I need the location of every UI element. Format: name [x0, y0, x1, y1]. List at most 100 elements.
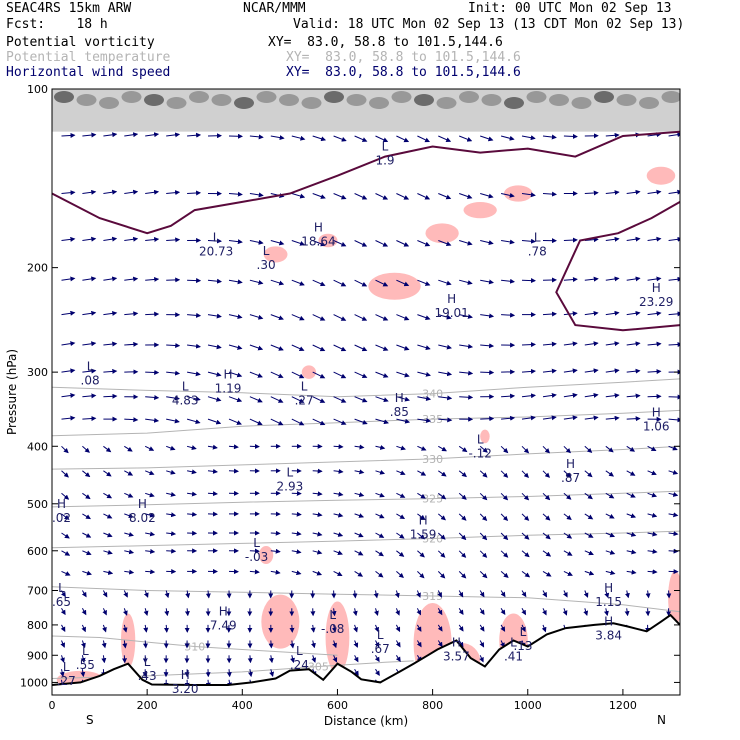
- wind-vector: [605, 470, 615, 477]
- wind-vector: [249, 314, 264, 320]
- wind-vector: [333, 512, 344, 518]
- wind-vector: [375, 279, 389, 287]
- wind-vector: [438, 470, 447, 477]
- wind-vector: [438, 344, 452, 350]
- wind-vector: [374, 640, 380, 648]
- wind-vector: [81, 640, 86, 649]
- wind-vector: [122, 608, 128, 616]
- wind-vector: [332, 640, 337, 649]
- wind-vector: [480, 240, 494, 246]
- extremum-value: .13: [513, 639, 532, 653]
- init-time: Init: 00 UTC Mon 02 Sep 13: [468, 1, 672, 16]
- wind-vector: [584, 392, 599, 398]
- strat-blob: [459, 91, 479, 103]
- field-pv-name: Potential vorticity: [6, 35, 155, 50]
- wind-vector: [501, 393, 516, 399]
- wind-vector: [226, 669, 232, 678]
- wind-vector: [207, 444, 218, 450]
- wind-vector: [186, 445, 197, 450]
- wind-vector: [500, 624, 506, 632]
- wind-vector: [438, 445, 447, 452]
- wind-vector: [166, 190, 181, 196]
- theta-contour: [52, 445, 680, 470]
- wind-vector: [459, 279, 473, 285]
- wind-vector: [184, 608, 190, 617]
- wind-vector: [459, 135, 473, 142]
- wind-vector: [542, 513, 551, 521]
- strat-blob: [256, 91, 277, 103]
- y-tick-label: 300: [27, 366, 48, 379]
- extremum-value: .27: [57, 674, 76, 688]
- wind-vector: [122, 655, 128, 664]
- wind-vector: [375, 513, 385, 519]
- wind-vector: [145, 276, 160, 282]
- wind-vector: [291, 549, 302, 555]
- strat-blob: [279, 94, 299, 106]
- wind-vector: [480, 135, 494, 142]
- wind-vector: [186, 418, 201, 424]
- wind-vector: [354, 371, 368, 379]
- extremum-type: L: [287, 465, 294, 479]
- forecast-hour: Fcst: 18 h: [6, 17, 108, 32]
- wind-vector: [521, 445, 530, 454]
- wind-vector: [542, 590, 547, 598]
- wind-vector: [333, 344, 347, 352]
- wind-vector: [354, 550, 364, 556]
- pv-highlight: [301, 365, 317, 379]
- strat-blob: [369, 97, 389, 109]
- y-tick-label: 600: [27, 545, 48, 558]
- extremum-type: H: [604, 614, 613, 628]
- wind-vector: [375, 344, 389, 351]
- wind-vector: [103, 189, 118, 195]
- wind-vector: [375, 240, 389, 247]
- wind-vector: [417, 513, 426, 520]
- wind-vector: [437, 550, 446, 558]
- wind-vector: [417, 344, 431, 351]
- wind-vector: [417, 532, 426, 540]
- x-tick-label: 1000: [514, 699, 542, 712]
- wind-vector: [647, 512, 658, 518]
- wind-vector: [187, 312, 202, 318]
- wind-vector: [312, 468, 323, 474]
- wind-vector: [103, 132, 118, 138]
- wind-vector: [166, 418, 180, 424]
- wind-vector: [605, 368, 620, 374]
- field-theta-xy: XY= 83.0, 58.8 to 101.5,144.6: [286, 50, 521, 65]
- wind-vector: [228, 239, 243, 245]
- wind-vector: [145, 237, 160, 243]
- wind-vector: [480, 343, 495, 349]
- wind-vector: [521, 608, 526, 616]
- wind-vector: [375, 418, 389, 425]
- x-tick-label: 400: [232, 699, 253, 712]
- wind-vector: [542, 311, 557, 317]
- wind-vector: [583, 590, 589, 598]
- extremum-value: .02: [52, 511, 71, 525]
- valid-time: Valid: 18 UTC Mon 02 Sep 13 (13 CDT Mon …: [293, 17, 685, 32]
- wind-vector: [163, 624, 169, 633]
- wind-vector: [268, 640, 274, 649]
- wind-vector: [103, 341, 118, 347]
- wind-vector: [228, 279, 243, 285]
- wind-vector: [647, 548, 658, 554]
- wind-vector: [647, 236, 662, 242]
- wind-vector: [626, 341, 641, 347]
- extremum-type: L: [510, 635, 517, 649]
- wind-vector: [82, 550, 92, 556]
- wind-vector: [668, 394, 680, 400]
- wind-vector: [333, 135, 347, 142]
- extremum-value: .41: [504, 649, 523, 663]
- wind-vector: [521, 135, 536, 141]
- wind-vector: [124, 492, 134, 498]
- wind-vector: [270, 569, 281, 575]
- field-pv-xy: XY= 83.0, 58.8 to 101.5,144.6: [268, 35, 503, 50]
- wind-vector: [396, 532, 405, 539]
- pv-highlight: [425, 223, 459, 244]
- wind-vector: [124, 311, 139, 317]
- wind-vector: [584, 237, 599, 243]
- wind-vector: [352, 608, 358, 617]
- strat-blob: [639, 97, 659, 109]
- extremum-type: H: [224, 368, 233, 382]
- wind-vector: [437, 513, 446, 521]
- wind-vector: [396, 344, 410, 351]
- wind-vector: [438, 371, 453, 377]
